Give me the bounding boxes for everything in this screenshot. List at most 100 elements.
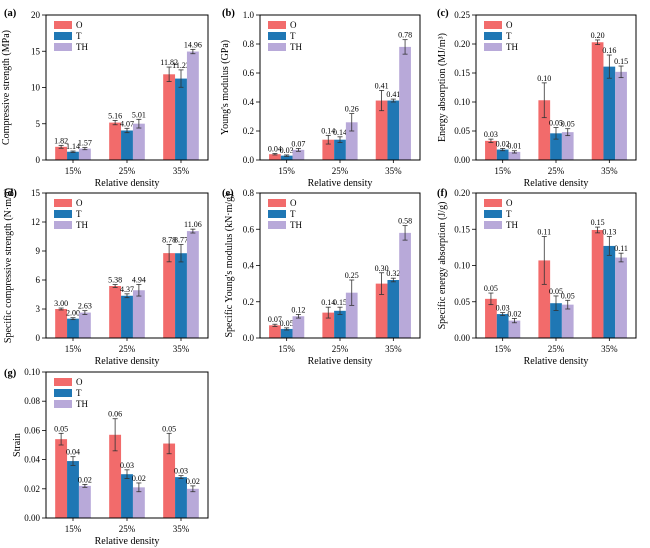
panel-f-bar-t-0 <box>496 314 509 338</box>
panel-a-bar-t-2 <box>175 78 187 160</box>
panel-g-error-bar-t-1 <box>124 469 130 479</box>
panel-c-data-label-t-1: 0.05 <box>549 119 563 128</box>
panel-e-data-label-th-1: 0.25 <box>345 271 359 280</box>
panel-a-bar-th-2 <box>186 51 199 160</box>
panel-f-letter: (f) <box>437 188 448 199</box>
panel-b-data-label-t-1: 0.14 <box>333 128 347 137</box>
panel-e-error-bar-o-0 <box>272 323 278 327</box>
panel-a-bar-th-1 <box>132 123 145 160</box>
panel-g-ytick-label-5: 0.10 <box>24 367 40 377</box>
panel-a-legend-label-o: O <box>76 20 83 30</box>
panel-b-xtick-label-1: 25% <box>332 166 349 176</box>
panel-f-bar-t-2 <box>603 245 616 338</box>
panel-g-legend-swatch-o <box>54 378 72 386</box>
panel-a-data-label-t-1: 4.07 <box>120 119 134 128</box>
panel-e-letter: (e) <box>222 188 234 199</box>
panel-e-error-bar-th-0 <box>295 314 301 319</box>
panel-b-ytick-label-1: 0.2 <box>243 126 254 136</box>
panel-d-ytick-label-3: 9 <box>36 246 41 256</box>
panel-b-data-label-t-0: 0.03 <box>280 146 294 155</box>
panel-d-data-label-o-1: 5.38 <box>108 276 122 285</box>
panel-d-xtick-label-0: 15% <box>65 344 82 354</box>
panel-e-ytick-label-4: 0.8 <box>243 188 255 198</box>
panel-f-data-label-t-2: 0.13 <box>602 228 616 237</box>
panel-c-xtick-label-0: 15% <box>494 166 511 176</box>
panel-f-legend-label-o: O <box>506 198 513 208</box>
panel-f-data-label-th-1: 0.05 <box>561 291 575 300</box>
panel-b: (b) 0.0 0.2 0.4 0.6 0.8 1.0 0.04 0.14 0.41 0.03 0.1… <box>220 8 421 189</box>
panel-a-bar-th-0 <box>78 148 91 160</box>
panel-d-error-bar-o-0 <box>58 307 64 311</box>
panel-g-bar-o-0 <box>55 439 68 518</box>
panel-a-ytick-label-2: 10 <box>31 83 41 93</box>
panel-c-error-bar-th-2 <box>618 65 624 79</box>
panel-c-ytick-label-1: 0.05 <box>454 126 470 136</box>
panel-g-error-bar-o-1 <box>112 418 118 452</box>
panel-e-error-bar-o-2 <box>379 272 385 295</box>
panel-b-legend-label-o: O <box>290 20 297 30</box>
panel-c-bar-o-0 <box>485 140 497 160</box>
panel-f-error-bar-o-2 <box>595 226 601 234</box>
panel-c-data-label-t-2: 0.16 <box>602 46 616 55</box>
panel-f-data-label-th-0: 0.02 <box>507 309 521 318</box>
panel-e-legend-label-th: TH <box>290 220 302 230</box>
panel-c-legend-swatch-o <box>484 21 502 29</box>
panel-g-ytick-label-3: 0.06 <box>24 425 40 435</box>
panel-d-data-label-th-0: 2.63 <box>78 302 92 311</box>
panel-d-bar-th-1 <box>132 290 145 338</box>
panel-e-bar-t-0 <box>280 328 293 338</box>
panel-d-legend-label-o: O <box>76 198 83 208</box>
panel-b-data-label-th-0: 0.07 <box>291 139 305 148</box>
panel-d-data-label-o-0: 3.00 <box>54 299 68 308</box>
panel-a-xtick-label-2: 35% <box>173 166 190 176</box>
panel-d-y-axis-title: Specific compressive strength (N·m/g) <box>3 188 14 343</box>
panel-f-error-bar-th-2 <box>618 252 624 263</box>
panel-c-ytick-label-4: 0.20 <box>454 39 470 49</box>
panel-c-data-label-t-0: 0.02 <box>496 139 510 148</box>
panel-d-x-axis-title: Relative density <box>95 356 160 367</box>
panel-c-ytick-label-3: 0.15 <box>454 68 470 78</box>
panel-a-bar-t-1 <box>121 130 133 160</box>
panel-g-error-bar-t-0 <box>70 456 76 466</box>
panel-d-xtick-label-2: 35% <box>173 344 190 354</box>
panel-c-error-bar-t-1 <box>553 127 559 140</box>
panel-e-data-label-t-1: 0.15 <box>333 298 347 307</box>
panel-c-error-bar-t-2 <box>606 54 612 79</box>
panel-a-error-bar-o-1 <box>112 120 118 126</box>
panel-c-legend-label-o: O <box>506 20 513 30</box>
panel-g-data-label-t-2: 0.03 <box>174 467 188 476</box>
panel-f-data-label-o-1: 0.11 <box>537 228 551 237</box>
panel-d-letter: (d) <box>4 188 17 199</box>
panel-g-bar-t-0 <box>67 461 79 518</box>
panel-f-legend-label-th: TH <box>506 220 518 230</box>
panel-g-data-label-o-1: 0.06 <box>108 410 122 419</box>
panel-e-legend-swatch-o <box>268 199 286 207</box>
panel-c-xtick-label-1: 25% <box>548 166 565 176</box>
panel-f-y-axis-title: Specific energy absorption (J/g) <box>437 202 448 330</box>
panel-c: (c) 0.00 0.05 0.10 0.15 0.20 0.25 0.03 0.10 0.20 0… <box>437 8 637 189</box>
panel-a-error-bar-th-0 <box>82 147 88 151</box>
panel-d-error-bar-th-2 <box>190 228 196 234</box>
panel-e-y-axis-title: Specific Young's modulus (kN·m/g) <box>224 193 235 337</box>
panel-d-legend-label-th: TH <box>76 220 88 230</box>
panel-d-bar-o-0 <box>55 309 68 338</box>
panel-c-legend-label-t: T <box>506 31 512 41</box>
panel-a-ytick-label-4: 20 <box>31 10 41 20</box>
panel-g-bar-th-0 <box>78 485 91 518</box>
panel-g: (g) 0.00 0.02 0.04 0.06 0.08 0.10 0.05 0.06 0.05 0… <box>4 367 209 547</box>
panel-g-data-label-th-2: 0.02 <box>186 477 200 486</box>
panel-b-bar-t-1 <box>334 139 346 160</box>
panel-c-ytick-label-2: 0.10 <box>454 97 470 107</box>
panel-d-ytick-label-4: 12 <box>31 217 40 227</box>
panel-f-ytick-label-2: 0.10 <box>454 261 470 271</box>
panel-g-ytick-label-0: 0.00 <box>24 513 40 523</box>
panel-c-legend-swatch-th <box>484 43 502 51</box>
panel-b-data-label-t-2: 0.41 <box>386 90 400 99</box>
panel-e-error-bar-t-0 <box>284 327 290 331</box>
panel-c-bar-t-1 <box>550 133 562 160</box>
panel-e-data-label-o-0: 0.07 <box>268 315 282 324</box>
panel-e-ytick-label-2: 0.4 <box>243 261 255 271</box>
panel-c-bar-o-2 <box>591 42 604 161</box>
panel-c-data-label-o-2: 0.20 <box>591 31 605 40</box>
panel-g-bar-th-1 <box>132 487 145 518</box>
